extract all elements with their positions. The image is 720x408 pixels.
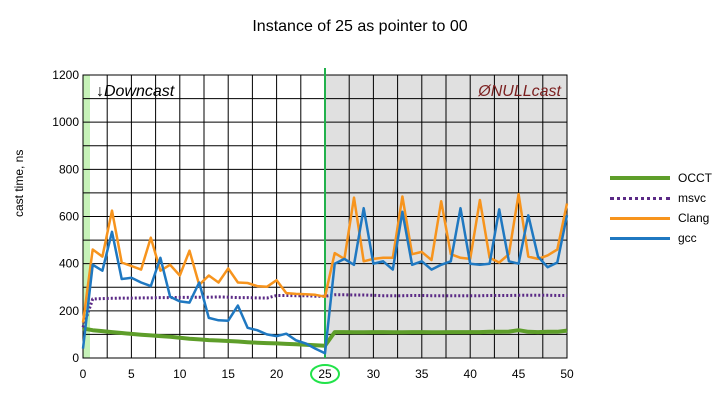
x-tick-label: 15 bbox=[222, 367, 236, 381]
legend-swatch bbox=[610, 236, 670, 240]
region-label-1: ØNULLcast bbox=[477, 83, 561, 100]
legend-label: gcc bbox=[678, 231, 697, 245]
legend-label: msvc bbox=[678, 191, 706, 205]
x-tick-label: 50 bbox=[560, 367, 574, 381]
series-line-msvc bbox=[81, 293, 567, 328]
x-tick-label: 35 bbox=[415, 367, 429, 381]
legend-item: OCCT bbox=[610, 168, 712, 188]
y-tick-label: 400 bbox=[59, 257, 79, 271]
y-tick-label: 0 bbox=[72, 351, 79, 365]
legend: OCCT msvc Clang gcc bbox=[610, 168, 712, 248]
y-tick-label: 600 bbox=[59, 210, 79, 224]
y-tick-label: 1200 bbox=[52, 68, 79, 82]
legend-swatch bbox=[610, 176, 670, 180]
legend-swatch bbox=[610, 196, 670, 200]
y-tick-label: 800 bbox=[59, 162, 79, 176]
y-tick-label: 200 bbox=[59, 304, 79, 318]
x-tick-label: 30 bbox=[367, 367, 381, 381]
legend-item: msvc bbox=[610, 188, 712, 208]
legend-swatch bbox=[610, 216, 670, 220]
x-tick-label: 40 bbox=[464, 367, 478, 381]
series-line-gcc bbox=[81, 206, 569, 355]
x-tick-label: 0 bbox=[80, 367, 87, 381]
x-tick-label: 45 bbox=[512, 367, 526, 381]
legend-label: Clang bbox=[678, 211, 710, 225]
x-tick-label: 10 bbox=[173, 367, 187, 381]
region-label-0: ↓Downcast bbox=[96, 83, 175, 100]
x-tick-label: 25 bbox=[318, 367, 332, 381]
y-axis-label: cast time, ns bbox=[12, 149, 26, 217]
chart-title: Instance of 25 as pointer to 00 bbox=[252, 18, 468, 35]
highlight-ellipse bbox=[310, 364, 340, 384]
y-tick-label: 1000 bbox=[52, 115, 79, 129]
x-tick-label: 20 bbox=[270, 367, 284, 381]
legend-item: gcc bbox=[610, 228, 712, 248]
legend-label: OCCT bbox=[678, 171, 712, 185]
x-tick-label: 5 bbox=[128, 367, 135, 381]
legend-item: Clang bbox=[610, 208, 712, 228]
